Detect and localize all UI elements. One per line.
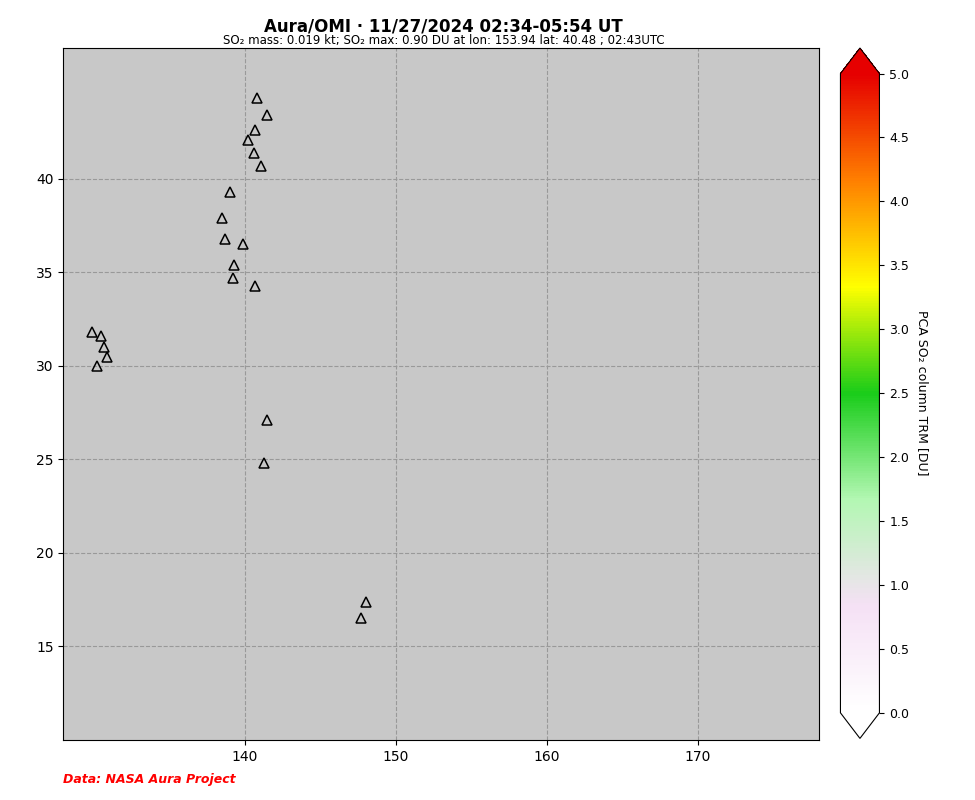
- PathPatch shape: [840, 713, 879, 738]
- Text: SO₂ mass: 0.019 kt; SO₂ max: 0.90 DU at lon: 153.94 lat: 40.48 ; 02:43UTC: SO₂ mass: 0.019 kt; SO₂ max: 0.90 DU at …: [223, 34, 664, 47]
- Y-axis label: PCA SO₂ column TRM [DU]: PCA SO₂ column TRM [DU]: [916, 310, 928, 476]
- PathPatch shape: [840, 48, 879, 74]
- Text: Aura/OMI · 11/27/2024 02:34-05:54 UT: Aura/OMI · 11/27/2024 02:34-05:54 UT: [264, 18, 623, 35]
- Text: Data: NASA Aura Project: Data: NASA Aura Project: [63, 773, 236, 786]
